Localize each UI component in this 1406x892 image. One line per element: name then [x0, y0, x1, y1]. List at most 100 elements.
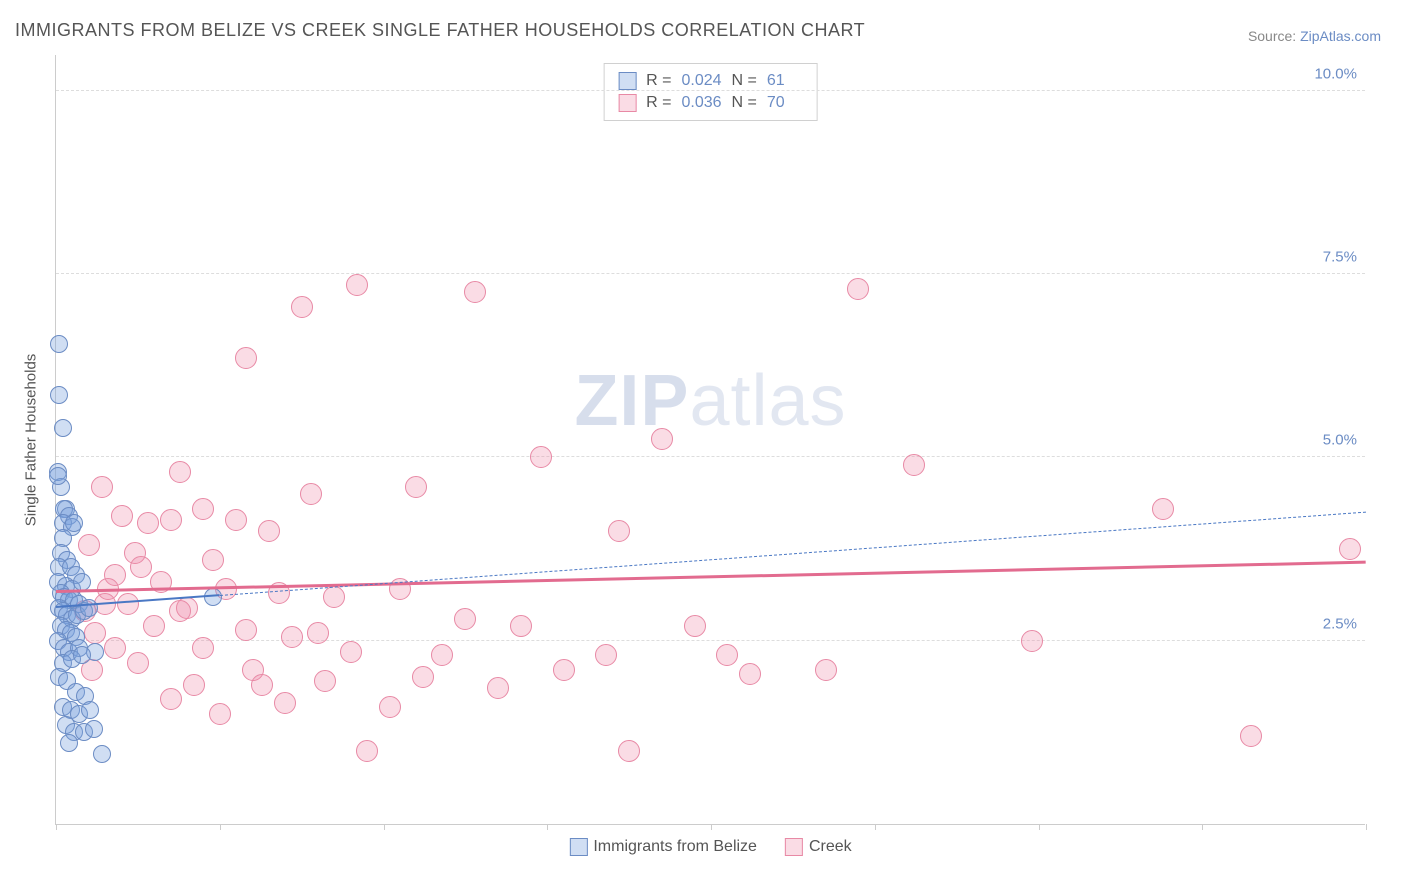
data-point-creek	[346, 274, 368, 296]
x-tick	[1039, 824, 1040, 830]
data-point-creek	[104, 637, 126, 659]
data-point-belize	[49, 467, 67, 485]
n-value-creek: 70	[767, 94, 803, 112]
data-point-creek	[314, 670, 336, 692]
data-point-creek	[454, 608, 476, 630]
data-point-creek	[192, 498, 214, 520]
data-point-creek	[651, 428, 673, 450]
x-tick	[875, 824, 876, 830]
data-point-creek	[487, 677, 509, 699]
data-point-creek	[127, 652, 149, 674]
data-point-belize	[73, 646, 91, 664]
data-point-creek	[1021, 630, 1043, 652]
x-tick	[56, 824, 57, 830]
gridline	[56, 90, 1365, 91]
data-point-creek	[684, 615, 706, 637]
r-label-0: R =	[646, 72, 671, 90]
x-tick	[547, 824, 548, 830]
y-tick-label: 5.0%	[1323, 432, 1357, 449]
plot-area: Single Father Households ZIPatlas R = 0.…	[55, 55, 1365, 825]
data-point-creek	[323, 586, 345, 608]
data-point-creek	[903, 454, 925, 476]
data-point-creek	[307, 622, 329, 644]
data-point-creek	[117, 593, 139, 615]
r-value-belize: 0.024	[681, 72, 721, 90]
data-point-creek	[291, 296, 313, 318]
watermark-rest: atlas	[689, 361, 846, 441]
x-tick	[1366, 824, 1367, 830]
data-point-creek	[225, 509, 247, 531]
data-point-creek	[274, 692, 296, 714]
n-label-1: N =	[732, 94, 757, 112]
data-point-belize	[65, 514, 83, 532]
data-point-creek	[160, 688, 182, 710]
r-label-1: R =	[646, 94, 671, 112]
data-point-creek	[192, 637, 214, 659]
trendline	[56, 561, 1366, 593]
legend-series: Immigrants from Belize Creek	[569, 838, 851, 856]
legend-item-creek: Creek	[785, 838, 852, 856]
x-tick	[384, 824, 385, 830]
gridline	[56, 456, 1365, 457]
n-label-0: N =	[732, 72, 757, 90]
chart-container: IMMIGRANTS FROM BELIZE VS CREEK SINGLE F…	[0, 0, 1406, 892]
y-tick-label: 7.5%	[1323, 249, 1357, 266]
source-link[interactable]: ZipAtlas.com	[1300, 28, 1381, 44]
data-point-creek	[281, 626, 303, 648]
data-point-creek	[143, 615, 165, 637]
r-value-creek: 0.036	[681, 94, 721, 112]
source-attribution: Source: ZipAtlas.com	[1248, 28, 1381, 44]
data-point-creek	[84, 622, 106, 644]
data-point-belize	[93, 745, 111, 763]
data-point-belize	[50, 335, 68, 353]
data-point-belize	[80, 599, 98, 617]
legend-item-belize: Immigrants from Belize	[569, 838, 757, 856]
watermark-bold: ZIP	[574, 361, 689, 441]
n-value-belize: 61	[767, 72, 803, 90]
data-point-creek	[1152, 498, 1174, 520]
gridline	[56, 640, 1365, 641]
data-point-creek	[431, 644, 453, 666]
data-point-creek	[815, 659, 837, 681]
swatch-belize	[618, 72, 636, 90]
data-point-creek	[300, 483, 322, 505]
legend-label-belize: Immigrants from Belize	[593, 838, 757, 855]
data-point-creek	[169, 461, 191, 483]
y-tick-label: 2.5%	[1323, 615, 1357, 632]
data-point-creek	[1240, 725, 1262, 747]
data-point-creek	[412, 666, 434, 688]
watermark: ZIPatlas	[574, 360, 846, 442]
data-point-creek	[78, 534, 100, 556]
data-point-creek	[137, 512, 159, 534]
legend-swatch-creek	[785, 838, 803, 856]
data-point-creek	[202, 549, 224, 571]
data-point-creek	[553, 659, 575, 681]
data-point-creek	[530, 446, 552, 468]
data-point-belize	[85, 720, 103, 738]
data-point-belize	[60, 734, 78, 752]
data-point-creek	[716, 644, 738, 666]
data-point-creek	[209, 703, 231, 725]
data-point-creek	[405, 476, 427, 498]
data-point-creek	[235, 347, 257, 369]
data-point-belize	[81, 701, 99, 719]
data-point-creek	[510, 615, 532, 637]
data-point-creek	[183, 674, 205, 696]
x-tick	[711, 824, 712, 830]
data-point-creek	[356, 740, 378, 762]
trendline	[220, 511, 1366, 595]
swatch-creek	[618, 94, 636, 112]
data-point-creek	[130, 556, 152, 578]
data-point-creek	[1339, 538, 1361, 560]
data-point-creek	[847, 278, 869, 300]
data-point-creek	[595, 644, 617, 666]
y-axis-title: Single Father Households	[23, 353, 40, 526]
data-point-creek	[169, 600, 191, 622]
legend-swatch-belize	[569, 838, 587, 856]
x-tick	[1202, 824, 1203, 830]
chart-title: IMMIGRANTS FROM BELIZE VS CREEK SINGLE F…	[15, 20, 865, 41]
data-point-creek	[618, 740, 640, 762]
gridline	[56, 273, 1365, 274]
legend-row-creek: R = 0.036 N = 70	[618, 92, 803, 114]
data-point-belize	[54, 419, 72, 437]
